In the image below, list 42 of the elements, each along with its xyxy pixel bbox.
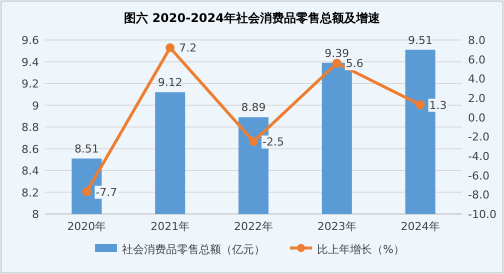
y-tick-label: 8.4 [22, 164, 39, 178]
x-tick-label: 2023年 [317, 220, 356, 233]
data-label: 9.39 [324, 46, 350, 60]
data-label: -7.7 [96, 186, 118, 199]
y2-tick-label: -8.0 [468, 188, 490, 202]
y2-tick-label: -10.0 [468, 208, 496, 221]
x-tick-label: 2020年 [67, 220, 106, 233]
y-tick-label: 8.6 [22, 142, 39, 156]
x-tick-label: 2022年 [234, 220, 273, 233]
y2-tick-label: 8.0 [468, 34, 486, 47]
y2-tick-label: -2.0 [468, 130, 490, 144]
data-label: -2.5 [262, 136, 284, 148]
y2-tick-label: 4.0 [468, 72, 486, 86]
point [82, 187, 92, 196]
data-label: 7.2 [179, 42, 197, 55]
y-tick-label: 9.6 [22, 34, 39, 47]
point [166, 43, 175, 52]
x-tick-label: 2024年 [400, 220, 440, 233]
y2-tick-label: 0.0 [468, 111, 486, 124]
data-label: 9.51 [408, 34, 433, 47]
legend-label: 社会消费品零售总额（亿元） [122, 243, 265, 256]
data-label: 8.51 [74, 142, 99, 156]
y-tick-label: 9.4 [22, 56, 39, 69]
data-label: 9.12 [158, 76, 182, 90]
y-tick-label: 9.2 [22, 78, 39, 90]
y2-tick-label: 2.0 [468, 92, 486, 105]
y2-tick-label: -4.0 [468, 150, 490, 163]
chart-title: 图六 2020-2024年社会消费品零售总额及增速 [124, 11, 381, 25]
y2-tick-label: 6.0 [468, 53, 486, 66]
point [332, 58, 342, 68]
point [416, 100, 425, 110]
y2-tick-label: -6.0 [468, 169, 490, 182]
y-tick-label: 8 [32, 208, 39, 221]
point [249, 137, 258, 146]
data-label: 8.89 [241, 101, 266, 114]
data-label: 1.3 [429, 98, 447, 112]
y-tick-label: 8.2 [22, 186, 39, 200]
y-tick-label: 9 [32, 99, 39, 112]
y-tick-label: 8.8 [22, 121, 39, 134]
legend-label: 比上年增长（%） [317, 243, 404, 256]
data-label: 5.6 [346, 57, 364, 70]
x-tick-label: 2021年 [150, 220, 190, 233]
